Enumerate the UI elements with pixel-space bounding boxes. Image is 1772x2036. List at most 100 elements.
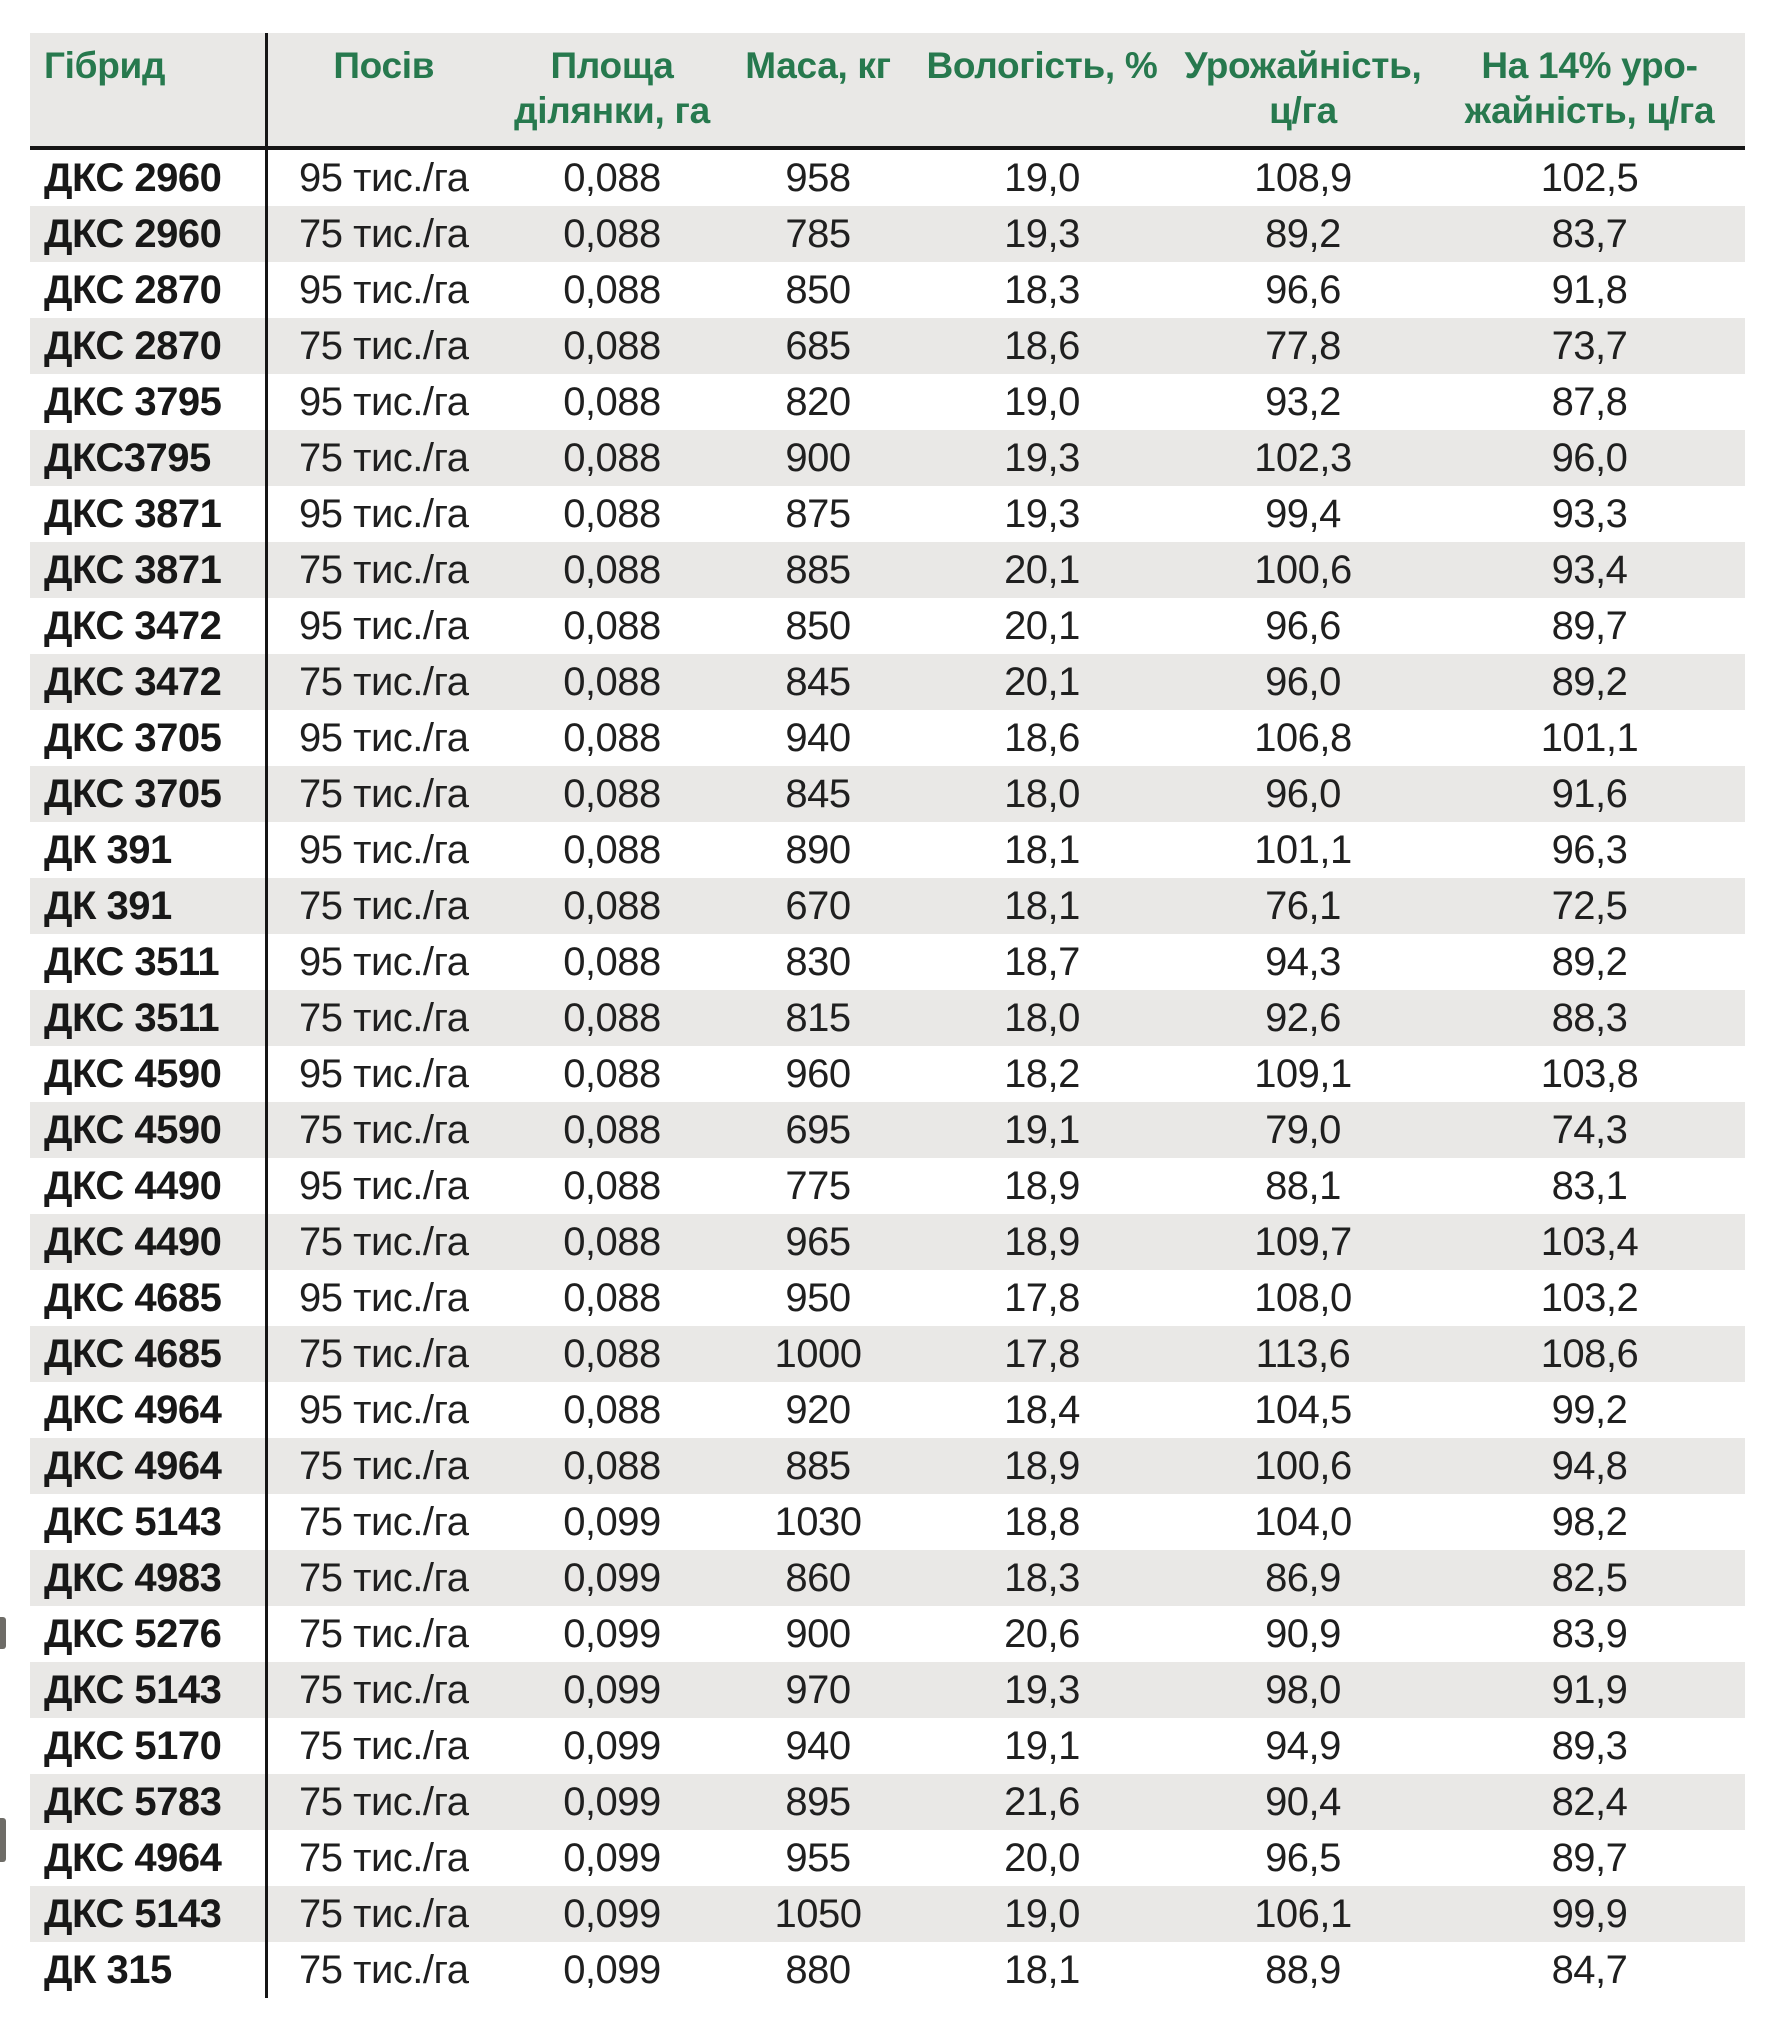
cell-sowing: 95 тис./га — [266, 1158, 500, 1214]
cell-yield: 93,2 — [1172, 374, 1434, 430]
cell-yield14: 83,9 — [1434, 1606, 1745, 1662]
cell-yield14: 96,3 — [1434, 822, 1745, 878]
cell-moisture: 18,0 — [912, 766, 1172, 822]
cell-yield14: 91,6 — [1434, 766, 1745, 822]
table-row: ДК 315 75 тис./га 0,099 880 18,1 88,9 84… — [30, 1942, 1745, 1998]
cell-yield: 90,4 — [1172, 1774, 1434, 1830]
cell-yield14: 102,5 — [1434, 148, 1745, 206]
cell-yield: 96,0 — [1172, 654, 1434, 710]
cell-hybrid: ДКС 2870 — [30, 318, 268, 374]
cell-mass: 960 — [724, 1046, 912, 1102]
table-row: ДКС 4964 75 тис./га 0,088 885 18,9 100,6… — [30, 1438, 1745, 1494]
cell-hybrid: ДКС 4685 — [30, 1270, 268, 1326]
cell-hybrid: ДКС 2870 — [30, 262, 268, 318]
cell-yield: 100,6 — [1172, 1438, 1434, 1494]
table-row: ДК 391 75 тис./га 0,088 670 18,1 76,1 72… — [30, 878, 1745, 934]
table-row: ДКС 2870 75 тис./га 0,088 685 18,6 77,8 … — [30, 318, 1745, 374]
cell-moisture: 19,3 — [912, 206, 1172, 262]
scan-artifact — [0, 1617, 6, 1649]
cell-sowing: 95 тис./га — [266, 374, 500, 430]
cell-sowing: 75 тис./га — [266, 1494, 500, 1550]
cell-hybrid: ДКС 3871 — [30, 542, 268, 598]
cell-yield14: 103,4 — [1434, 1214, 1745, 1270]
cell-yield: 108,9 — [1172, 148, 1434, 206]
cell-hybrid: ДКС 5170 — [30, 1718, 268, 1774]
table-row: ДКС 2870 95 тис./га 0,088 850 18,3 96,6 … — [30, 262, 1745, 318]
cell-area: 0,099 — [500, 1662, 724, 1718]
cell-mass: 775 — [724, 1158, 912, 1214]
cell-sowing: 75 тис./га — [266, 1886, 500, 1942]
cell-mass: 1050 — [724, 1886, 912, 1942]
cell-yield14: 82,4 — [1434, 1774, 1745, 1830]
cell-area: 0,088 — [500, 878, 724, 934]
cell-yield: 86,9 — [1172, 1550, 1434, 1606]
table-row: ДКС 4590 75 тис./га 0,088 695 19,1 79,0 … — [30, 1102, 1745, 1158]
table-row: ДКС 3871 95 тис./га 0,088 875 19,3 99,4 … — [30, 486, 1745, 542]
table-row: ДК 391 95 тис./га 0,088 890 18,1 101,1 9… — [30, 822, 1745, 878]
cell-mass: 830 — [724, 934, 912, 990]
cell-moisture: 18,1 — [912, 822, 1172, 878]
cell-moisture: 18,3 — [912, 1550, 1172, 1606]
cell-mass: 890 — [724, 822, 912, 878]
cell-area: 0,088 — [500, 766, 724, 822]
cell-hybrid: ДКС 3511 — [30, 990, 268, 1046]
cell-yield14: 98,2 — [1434, 1494, 1745, 1550]
cell-area: 0,088 — [500, 1326, 724, 1382]
cell-hybrid: ДК 315 — [30, 1942, 268, 1998]
cell-sowing: 75 тис./га — [266, 1774, 500, 1830]
cell-yield: 96,5 — [1172, 1830, 1434, 1886]
cell-mass: 920 — [724, 1382, 912, 1438]
table-row: ДКС 4590 95 тис./га 0,088 960 18,2 109,1… — [30, 1046, 1745, 1102]
table-row: ДКС 4490 75 тис./га 0,088 965 18,9 109,7… — [30, 1214, 1745, 1270]
cell-mass: 815 — [724, 990, 912, 1046]
cell-hybrid: ДКС3795 — [30, 430, 268, 486]
cell-area: 0,099 — [500, 1718, 724, 1774]
cell-area: 0,088 — [500, 822, 724, 878]
cell-sowing: 75 тис./га — [266, 542, 500, 598]
cell-hybrid: ДКС 4964 — [30, 1830, 268, 1886]
scan-artifact — [0, 1818, 6, 1862]
cell-moisture: 21,6 — [912, 1774, 1172, 1830]
cell-moisture: 18,4 — [912, 1382, 1172, 1438]
cell-mass: 940 — [724, 1718, 912, 1774]
column-header-yield14: На 14% уро- жайність, ц/га — [1434, 33, 1745, 150]
cell-sowing: 75 тис./га — [266, 878, 500, 934]
cell-hybrid: ДКС 5783 — [30, 1774, 268, 1830]
cell-hybrid: ДКС 3511 — [30, 934, 268, 990]
cell-moisture: 19,1 — [912, 1102, 1172, 1158]
cell-yield14: 96,0 — [1434, 430, 1745, 486]
cell-yield14: 83,7 — [1434, 206, 1745, 262]
cell-area: 0,088 — [500, 1438, 724, 1494]
cell-yield: 106,8 — [1172, 710, 1434, 766]
cell-mass: 885 — [724, 542, 912, 598]
cell-yield: 113,6 — [1172, 1326, 1434, 1382]
cell-moisture: 18,7 — [912, 934, 1172, 990]
table-row: ДКС 2960 75 тис./га 0,088 785 19,3 89,2 … — [30, 206, 1745, 262]
cell-sowing: 75 тис./га — [266, 990, 500, 1046]
cell-yield14: 108,6 — [1434, 1326, 1745, 1382]
table-body: ДКС 2960 95 тис./га 0,088 958 19,0 108,9… — [30, 148, 1745, 1998]
cell-moisture: 18,1 — [912, 878, 1172, 934]
cell-yield14: 82,5 — [1434, 1550, 1745, 1606]
cell-area: 0,088 — [500, 486, 724, 542]
cell-yield: 104,0 — [1172, 1494, 1434, 1550]
cell-yield14: 99,2 — [1434, 1382, 1745, 1438]
cell-yield14: 94,8 — [1434, 1438, 1745, 1494]
cell-mass: 850 — [724, 598, 912, 654]
cell-sowing: 95 тис./га — [266, 1046, 500, 1102]
cell-sowing: 75 тис./га — [266, 1326, 500, 1382]
cell-yield14: 91,9 — [1434, 1662, 1745, 1718]
cell-yield14: 89,3 — [1434, 1718, 1745, 1774]
cell-yield14: 101,1 — [1434, 710, 1745, 766]
cell-yield: 96,6 — [1172, 262, 1434, 318]
cell-hybrid: ДК 391 — [30, 878, 268, 934]
cell-mass: 900 — [724, 1606, 912, 1662]
cell-sowing: 75 тис./га — [266, 206, 500, 262]
cell-yield: 98,0 — [1172, 1662, 1434, 1718]
cell-area: 0,088 — [500, 206, 724, 262]
table-row: ДКС3795 75 тис./га 0,088 900 19,3 102,3 … — [30, 430, 1745, 486]
cell-yield14: 88,3 — [1434, 990, 1745, 1046]
table-row: ДКС 3705 75 тис./га 0,088 845 18,0 96,0 … — [30, 766, 1745, 822]
cell-yield14: 84,7 — [1434, 1942, 1745, 1998]
cell-moisture: 17,8 — [912, 1326, 1172, 1382]
